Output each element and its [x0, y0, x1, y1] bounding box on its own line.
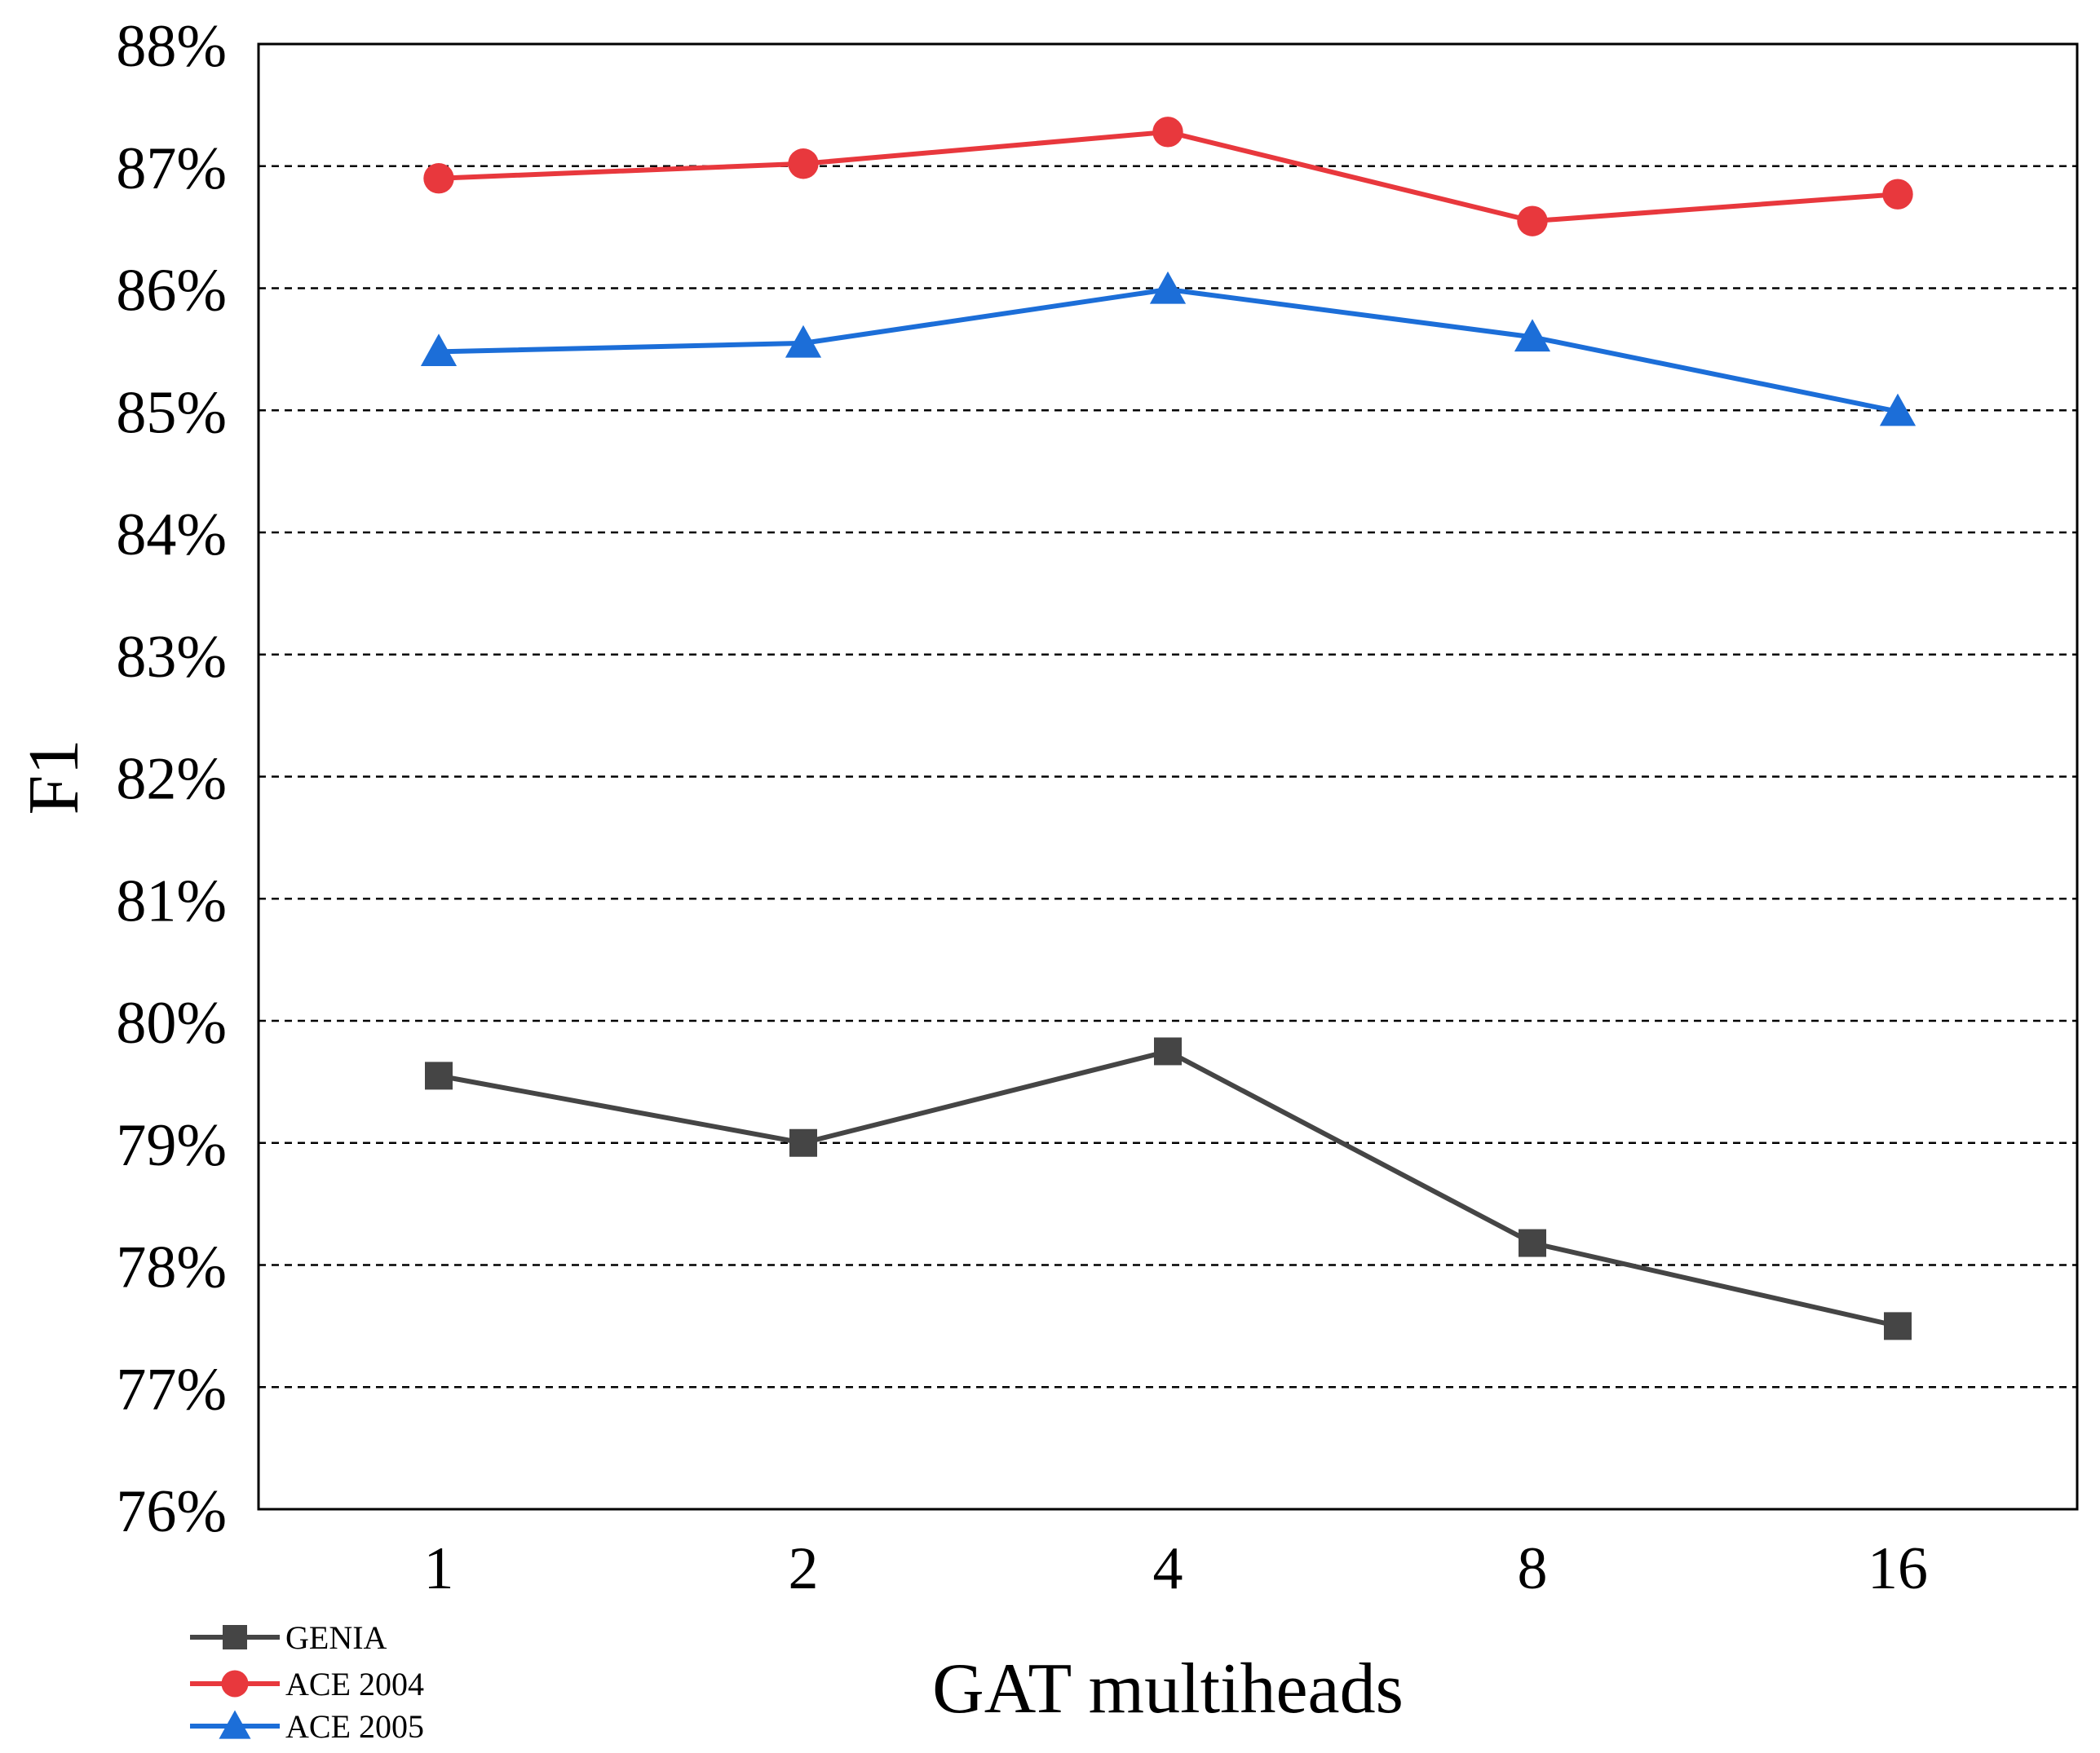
series-layer [420, 117, 1917, 1340]
data-point-ace-2005 [1879, 393, 1917, 426]
data-point-ace-2004 [423, 163, 454, 194]
legend-label-genia: GENIA [285, 1619, 387, 1656]
legend-marker-ace-2004 [221, 1670, 249, 1698]
legend-marker-ace-2005 [219, 1710, 251, 1739]
x-tick-label: 16 [1868, 1535, 1928, 1602]
legend: GENIA ACE 2004 ACE 2005 [190, 1619, 424, 1745]
series-line-genia [438, 1049, 1899, 1329]
y-tick-label: 84% [116, 501, 227, 568]
y-tick-label: 78% [116, 1234, 227, 1301]
y-tick-label: 80% [116, 990, 227, 1057]
y-tick-label: 76% [116, 1478, 227, 1545]
series-line-ace-2005 [438, 286, 1899, 414]
gridlines [259, 165, 2077, 1389]
x-tick-label: 1 [424, 1535, 454, 1602]
data-point-ace-2005 [1149, 271, 1187, 304]
data-point-ace-2005 [785, 325, 822, 358]
series-ace-2004 [423, 117, 1913, 236]
y-tick-label: 85% [116, 379, 227, 446]
data-point-genia [789, 1128, 817, 1157]
y-tick-label: 86% [116, 258, 227, 325]
data-point-genia [1884, 1312, 1912, 1340]
series-ace-2005 [420, 271, 1917, 426]
data-point-ace-2004 [1152, 117, 1183, 148]
data-point-ace-2005 [1514, 319, 1551, 352]
legend-marker-genia [223, 1625, 247, 1649]
y-axis-ticks: 76% 77% 78% 79% 80% 81% 82% 83% 84% 85% 86% 87% 88% [116, 13, 227, 1545]
y-tick-label: 88% [116, 13, 227, 80]
legend-item-ace-2004: ACE 2004 [190, 1666, 424, 1702]
plot-area-frame [257, 42, 2079, 1511]
legend-item-ace-2005: ACE 2005 [190, 1708, 424, 1745]
data-point-ace-2005 [420, 333, 458, 367]
y-tick-label: 87% [116, 135, 227, 202]
data-point-ace-2004 [1882, 179, 1913, 210]
x-tick-label: 8 [1518, 1535, 1548, 1602]
data-point-ace-2004 [788, 148, 819, 179]
y-tick-label: 83% [116, 624, 227, 691]
y-tick-label: 82% [116, 746, 227, 813]
y-tick-label: 81% [116, 868, 227, 934]
x-tick-label: 2 [789, 1535, 819, 1602]
legend-item-genia: GENIA [190, 1619, 387, 1656]
series-genia [425, 1037, 1912, 1340]
legend-label-ace-2005: ACE 2005 [285, 1708, 424, 1745]
x-axis-ticks: 1 2 4 8 16 [424, 1535, 1929, 1602]
x-tick-label: 4 [1153, 1535, 1183, 1602]
data-point-genia [1154, 1037, 1182, 1066]
data-point-genia [425, 1062, 453, 1090]
y-axis-title: F1 [15, 740, 94, 815]
x-axis-title: GAT multiheads [932, 1649, 1404, 1729]
y-tick-label: 79% [116, 1112, 227, 1179]
y-tick-label: 77% [116, 1356, 227, 1423]
data-point-ace-2004 [1517, 205, 1548, 236]
legend-label-ace-2004: ACE 2004 [285, 1666, 424, 1702]
data-point-genia [1519, 1229, 1546, 1257]
